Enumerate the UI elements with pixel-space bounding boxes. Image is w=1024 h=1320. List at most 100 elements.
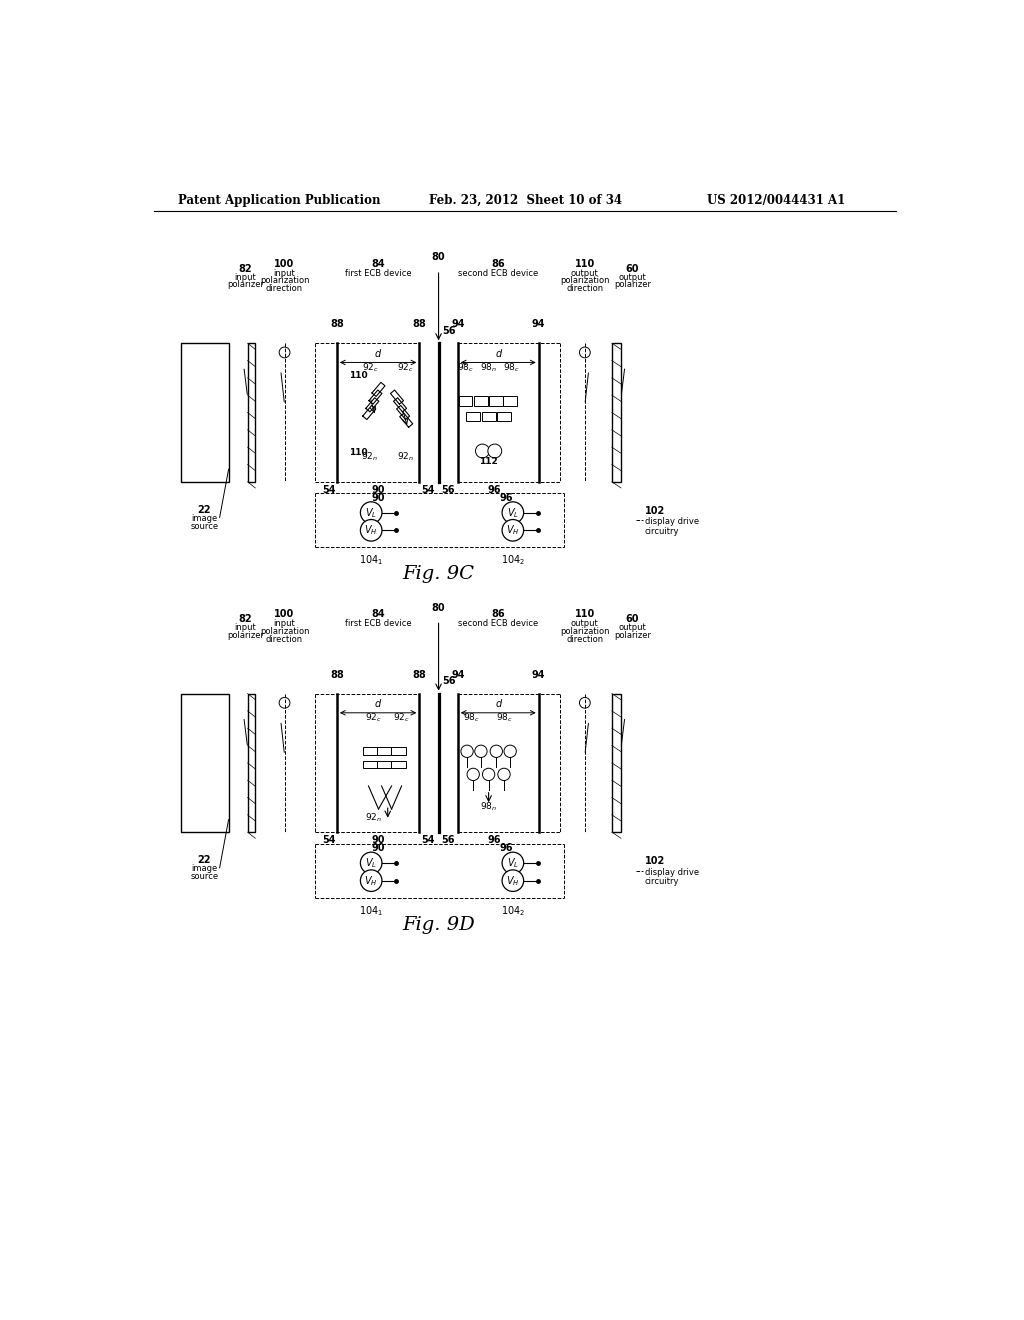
Circle shape	[475, 444, 489, 458]
Text: polarizer: polarizer	[614, 280, 651, 289]
Text: 110: 110	[349, 371, 368, 380]
Text: 88: 88	[413, 669, 426, 680]
Text: 86: 86	[492, 609, 505, 619]
Bar	[180, 693, 229, 832]
Text: 100: 100	[274, 609, 295, 619]
Circle shape	[504, 744, 516, 758]
Text: $V_H$: $V_H$	[365, 524, 378, 537]
Text: 56: 56	[441, 484, 455, 495]
Text: 90: 90	[372, 836, 385, 845]
Text: 96: 96	[487, 836, 501, 845]
Bar	[497, 412, 511, 421]
Text: circuitry: circuitry	[645, 876, 679, 886]
Text: 88: 88	[413, 319, 426, 330]
Text: $98_c$: $98_c$	[463, 711, 480, 725]
Text: 84: 84	[372, 259, 385, 268]
Bar	[466, 412, 480, 421]
Text: $98_n$: $98_n$	[480, 362, 498, 374]
Text: first ECB device: first ECB device	[345, 269, 412, 277]
Text: display drive: display drive	[645, 867, 699, 876]
Text: first ECB device: first ECB device	[345, 619, 412, 628]
Text: Fig. 9D: Fig. 9D	[402, 916, 475, 933]
Bar	[391, 747, 407, 755]
Text: 110: 110	[574, 609, 595, 619]
Text: input: input	[273, 269, 296, 277]
Text: $92_n$: $92_n$	[397, 450, 414, 462]
Text: direction: direction	[566, 284, 603, 293]
Bar	[611, 693, 621, 832]
Text: 60: 60	[626, 614, 639, 624]
Text: $V_L$: $V_L$	[366, 857, 377, 870]
Text: d: d	[375, 700, 381, 709]
Bar	[503, 396, 517, 405]
Text: 90: 90	[372, 484, 385, 495]
Text: $92_c$: $92_c$	[361, 362, 379, 374]
Circle shape	[502, 502, 523, 524]
Text: 102: 102	[645, 857, 666, 866]
Text: $92_n$: $92_n$	[366, 812, 382, 825]
Text: polarizer: polarizer	[614, 631, 651, 640]
Circle shape	[461, 744, 473, 758]
Text: 54: 54	[421, 484, 434, 495]
Text: 94: 94	[531, 319, 546, 330]
Text: 112: 112	[479, 458, 498, 466]
Circle shape	[502, 870, 523, 891]
Text: 80: 80	[432, 603, 445, 612]
Text: d: d	[496, 700, 502, 709]
Text: input: input	[234, 273, 256, 281]
Text: $V_L$: $V_L$	[507, 857, 519, 870]
Text: 54: 54	[322, 836, 336, 845]
Text: output: output	[618, 623, 646, 632]
Text: d: d	[375, 348, 381, 359]
Text: source: source	[190, 521, 218, 531]
Bar	[377, 760, 392, 768]
Bar	[459, 396, 472, 405]
Bar	[611, 343, 621, 482]
Bar	[474, 396, 487, 405]
Text: 82: 82	[239, 264, 252, 275]
Text: US 2012/0044431 A1: US 2012/0044431 A1	[707, 194, 845, 207]
Text: input: input	[273, 619, 296, 628]
Text: 94: 94	[531, 669, 546, 680]
Text: $104_1$: $104_1$	[359, 904, 383, 917]
Text: 100: 100	[274, 259, 295, 268]
Text: direction: direction	[566, 635, 603, 644]
Bar	[248, 693, 255, 832]
Text: display drive: display drive	[645, 517, 699, 527]
Text: 22: 22	[198, 855, 211, 865]
Text: 56: 56	[441, 836, 455, 845]
Text: direction: direction	[266, 284, 303, 293]
Text: 86: 86	[492, 259, 505, 268]
Text: source: source	[190, 873, 218, 882]
Text: image: image	[191, 515, 218, 523]
Text: 88: 88	[330, 669, 344, 680]
Text: $98_c$: $98_c$	[457, 362, 474, 374]
Bar	[248, 343, 255, 482]
Text: output: output	[571, 269, 599, 277]
Text: $92_c$: $92_c$	[393, 711, 410, 725]
Text: $104_1$: $104_1$	[359, 553, 383, 568]
Bar	[391, 760, 407, 768]
Text: 56: 56	[442, 676, 456, 686]
Text: circuitry: circuitry	[645, 527, 679, 536]
Circle shape	[475, 744, 487, 758]
Text: 94: 94	[451, 669, 465, 680]
Text: second ECB device: second ECB device	[458, 269, 539, 277]
Text: $V_L$: $V_L$	[366, 506, 377, 520]
Text: polarization: polarization	[560, 276, 609, 285]
Circle shape	[482, 768, 495, 780]
Text: polarizer: polarizer	[226, 280, 264, 289]
Text: Feb. 23, 2012  Sheet 10 of 34: Feb. 23, 2012 Sheet 10 of 34	[429, 194, 623, 207]
Text: $V_H$: $V_H$	[506, 524, 519, 537]
Text: $V_L$: $V_L$	[507, 506, 519, 520]
Circle shape	[467, 768, 479, 780]
Text: Patent Application Publication: Patent Application Publication	[178, 194, 381, 207]
Text: $V_H$: $V_H$	[365, 874, 378, 887]
Text: 96: 96	[487, 484, 501, 495]
Text: 110: 110	[574, 259, 595, 268]
Text: polarization: polarization	[260, 276, 309, 285]
Circle shape	[490, 744, 503, 758]
Circle shape	[580, 347, 590, 358]
Text: 90: 90	[372, 843, 385, 853]
Text: 96: 96	[499, 492, 513, 503]
